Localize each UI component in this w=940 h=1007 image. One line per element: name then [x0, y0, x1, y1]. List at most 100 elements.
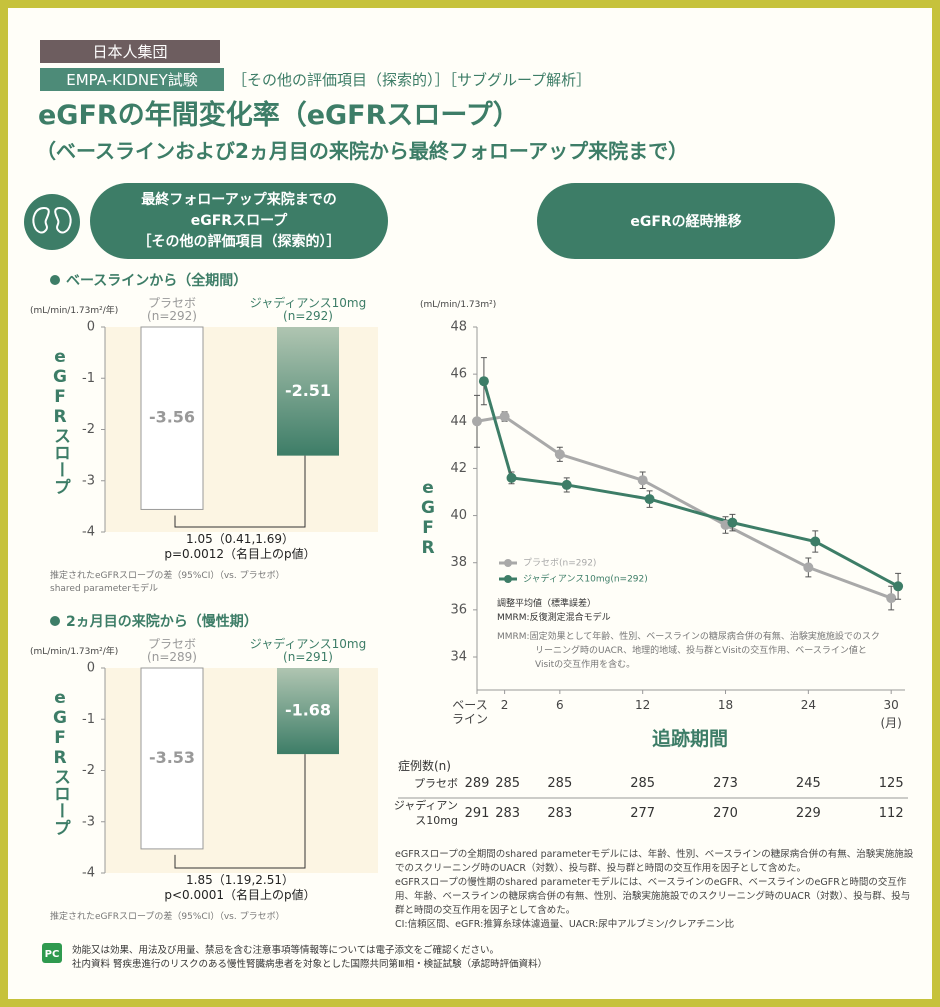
y-axis-title: eGFRスロープ: [50, 688, 70, 836]
bar: [140, 667, 204, 850]
legend-marker: [504, 559, 512, 567]
category-label: ジャディアンス10mg: [249, 637, 367, 651]
y-tick-label: 36: [450, 602, 467, 617]
cell: 289: [464, 776, 490, 791]
bar: [277, 668, 339, 755]
table-title: 症例数(n): [398, 759, 451, 773]
bar: [277, 327, 339, 456]
panel-text: 最終フォローアップ来院までの: [141, 192, 337, 208]
panel-text: eGFRの経時推移: [630, 214, 742, 230]
cell: 285: [495, 776, 521, 791]
value-label: -2.51: [285, 381, 331, 400]
study-box: [40, 68, 224, 91]
value-label: -1.68: [285, 701, 331, 720]
x-tick-label: 30: [883, 698, 899, 712]
cell: 283: [495, 806, 521, 821]
marker: [893, 581, 904, 592]
cell: 277: [630, 806, 656, 821]
note: shared parameterモデル: [50, 584, 159, 594]
marker: [644, 494, 655, 505]
bullet: [50, 616, 60, 626]
p-value: p<0.0001（名目上のp値）: [164, 888, 316, 902]
x-tick-label: 2: [500, 698, 509, 712]
x-tick-label: 18: [717, 698, 734, 712]
y-tick-label: 44: [450, 414, 467, 429]
y-tick-label: -1: [82, 712, 95, 727]
difference: 1.85（1.19,2.51）: [186, 873, 294, 887]
note: 推定されたeGFRスロープの差（95%CI）（vs. プラセボ）: [50, 912, 285, 922]
y-tick-label: 42: [450, 461, 467, 476]
y-tick-label: 38: [450, 555, 467, 570]
y-axis-title: eGFR: [418, 478, 438, 558]
footnote: eGFRスロープの慢性期のshared parameterモデルには、ベースライ…: [395, 877, 911, 916]
marker: [499, 411, 510, 422]
legend-marker: [504, 575, 512, 583]
annotation: MMRM:固定効果として年齢、性別、ベースラインの糖尿病合併の有無、治験実施施設…: [497, 632, 880, 670]
y-axis-title: eGFRスロープ: [50, 347, 70, 495]
y-tick-label: 34: [450, 650, 467, 665]
x-unit: (月): [880, 716, 902, 730]
cell: 245: [795, 776, 821, 791]
panel-pill: [90, 183, 388, 259]
y-unit: (mL/min/1.73m²): [420, 300, 497, 310]
n-label: (n=291): [283, 650, 333, 664]
marker: [478, 376, 489, 387]
y-tick-label: 40: [450, 508, 467, 523]
cell: 229: [795, 806, 821, 821]
kidney-shape: [32, 206, 72, 234]
marker: [810, 536, 821, 547]
annotation: 調整平均値（標準誤差）: [497, 599, 597, 609]
marker: [886, 593, 897, 604]
n-label: (n=292): [283, 309, 333, 323]
n-label: (n=289): [147, 650, 197, 664]
title: eGFRの年間変化率（eGFRスロープ）: [38, 100, 520, 131]
y-unit: (mL/min/1.73m²/年): [30, 306, 119, 316]
x-axis-title: 追跡期間: [651, 728, 729, 750]
cell: 112: [878, 806, 904, 821]
x-tick-label: 6: [556, 698, 564, 712]
marker: [637, 475, 648, 486]
tag: 日本人集団: [92, 43, 168, 61]
bullet: [50, 275, 60, 285]
value-label: -3.53: [149, 748, 195, 767]
category-label: ジャディアンス10mg: [249, 296, 367, 310]
category-label: プラセボ: [147, 296, 197, 310]
y-tick-label: -1: [82, 371, 95, 386]
y-tick-label: -2: [82, 763, 95, 778]
panel-text: eGFRスロープ: [190, 213, 288, 229]
bracket: [174, 455, 306, 528]
x-tick-label: ベースライン: [452, 698, 489, 726]
y-tick-label: -3: [82, 814, 95, 829]
p-value: p=0.0012（名目上のp値）: [164, 547, 316, 561]
y-tick-label: -4: [82, 525, 95, 540]
series-line: [476, 414, 892, 600]
x-tick-label: 12: [635, 698, 651, 712]
section-label: ベースラインから（全期間）: [66, 273, 248, 289]
annotation: MMRM:反復測定混合モデル: [497, 613, 611, 623]
subtitle: （ベースラインおよび2ヵ月目の来院から最終フォローアップ来院まで）: [36, 139, 689, 163]
y-tick-label: 0: [87, 661, 95, 676]
footnote: eGFRスロープの全期間のshared parameterモデルには、年齢、性別…: [395, 849, 914, 874]
y-tick-label: -3: [82, 473, 95, 488]
cell: 283: [547, 806, 573, 821]
series-line: [482, 380, 899, 588]
y-tick-label: -2: [82, 422, 95, 437]
cell: 285: [547, 776, 573, 791]
pc-icon: [42, 943, 62, 963]
section-label: 2ヵ月目の来院から（慢性期）: [66, 614, 258, 630]
marker: [472, 416, 482, 427]
category: ［その他の評価項目（探索的）］［サブグループ解析］: [232, 71, 592, 89]
legend-label: プラセボ(n=292): [523, 558, 596, 569]
tag-box: [40, 40, 220, 63]
footer-text: 社内資料 腎疾患進行のリスクのある慢性腎臓病患者を対象とした国際共同第Ⅲ相・検証…: [72, 959, 548, 970]
pc-icon-text: PC: [45, 949, 60, 960]
n-label: (n=292): [147, 309, 197, 323]
cell: 285: [630, 776, 656, 791]
footnote: CI:信頼区間、eGFR:推算糸球体濾過量、UACR:尿中アルブミン/クレアチニ…: [395, 919, 735, 930]
bar: [140, 326, 204, 510]
y-tick-label: 46: [450, 367, 467, 382]
difference: 1.05（0.41,1.69）: [186, 532, 294, 546]
panel-pill: [537, 183, 835, 259]
kidney-icon: [24, 194, 80, 250]
